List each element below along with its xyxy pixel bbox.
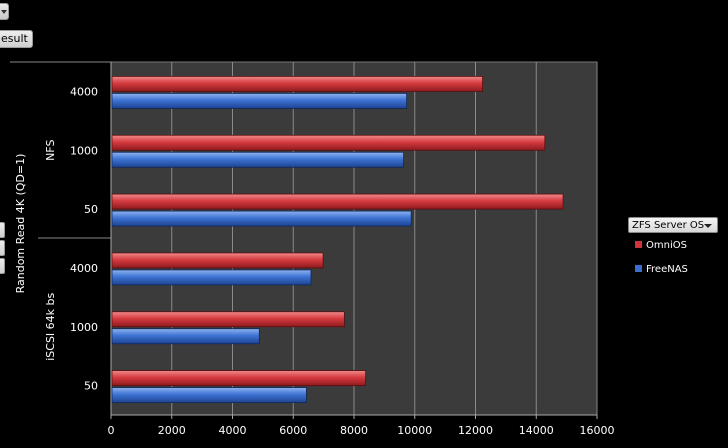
x-tick-label: 6000	[279, 424, 307, 437]
bar-omnios-nfs-50	[111, 193, 564, 210]
legend-item-omnios: OmniOS	[635, 240, 687, 252]
legend-label-omnios: OmniOS	[646, 240, 687, 251]
bar-omnios-iscsi-64k-bs-50	[111, 370, 367, 386]
group-label: NFS	[44, 140, 57, 161]
category-label: 50	[84, 380, 98, 393]
bar-omnios-iscsi-64k-bs-4000	[111, 252, 324, 269]
bar-freenas-nfs-1000	[111, 151, 405, 168]
row-field-button-2[interactable]	[0, 240, 5, 256]
x-tick-label: 16000	[580, 424, 615, 437]
legend-swatch-freenas	[635, 264, 642, 272]
field-dropdown-button[interactable]	[0, 3, 9, 20]
x-tick-label: 0	[108, 424, 115, 437]
bar-freenas-nfs-50	[111, 210, 412, 227]
x-tick-label: 10000	[397, 424, 432, 437]
category-label: 1000	[70, 144, 98, 157]
y-axis-title: Random Read 4K (QD=1)	[14, 154, 27, 294]
bar-freenas-iscsi-64k-bs-4000	[111, 269, 312, 286]
x-tick-label: 14000	[519, 424, 554, 437]
result-button[interactable]: esult	[0, 30, 33, 48]
bar-omnios-iscsi-64k-bs-1000	[111, 311, 345, 328]
category-label: 50	[84, 203, 98, 216]
category-label: 4000	[70, 262, 98, 275]
row-field-button-3[interactable]	[0, 258, 5, 274]
legend-field-dropdown[interactable]: ZFS Server OS	[628, 217, 718, 233]
bar-freenas-iscsi-64k-bs-50	[111, 387, 307, 403]
legend-title: ZFS Server OS	[632, 220, 705, 231]
x-tick-label: 8000	[340, 424, 368, 437]
legend-label-freenas: FreeNAS	[646, 264, 688, 275]
group-label: iSCSI 64k bs	[44, 292, 57, 360]
bar-omnios-nfs-1000	[111, 134, 546, 151]
legend-swatch-omnios	[635, 240, 642, 248]
x-tick-label: 2000	[158, 424, 186, 437]
x-tick-label: 4000	[219, 424, 247, 437]
row-field-button-1[interactable]	[0, 222, 5, 238]
x-tick-label: 12000	[458, 424, 493, 437]
chevron-down-icon	[1, 10, 7, 14]
result-button-label: esult	[1, 32, 28, 45]
bar-freenas-iscsi-64k-bs-1000	[111, 328, 260, 345]
bar-omnios-nfs-4000	[111, 76, 483, 92]
category-label: 4000	[70, 85, 98, 98]
bar-freenas-nfs-4000	[111, 93, 408, 109]
category-label: 1000	[70, 321, 98, 334]
legend-item-freenas: FreeNAS	[635, 264, 688, 276]
chevron-down-icon	[704, 224, 712, 228]
